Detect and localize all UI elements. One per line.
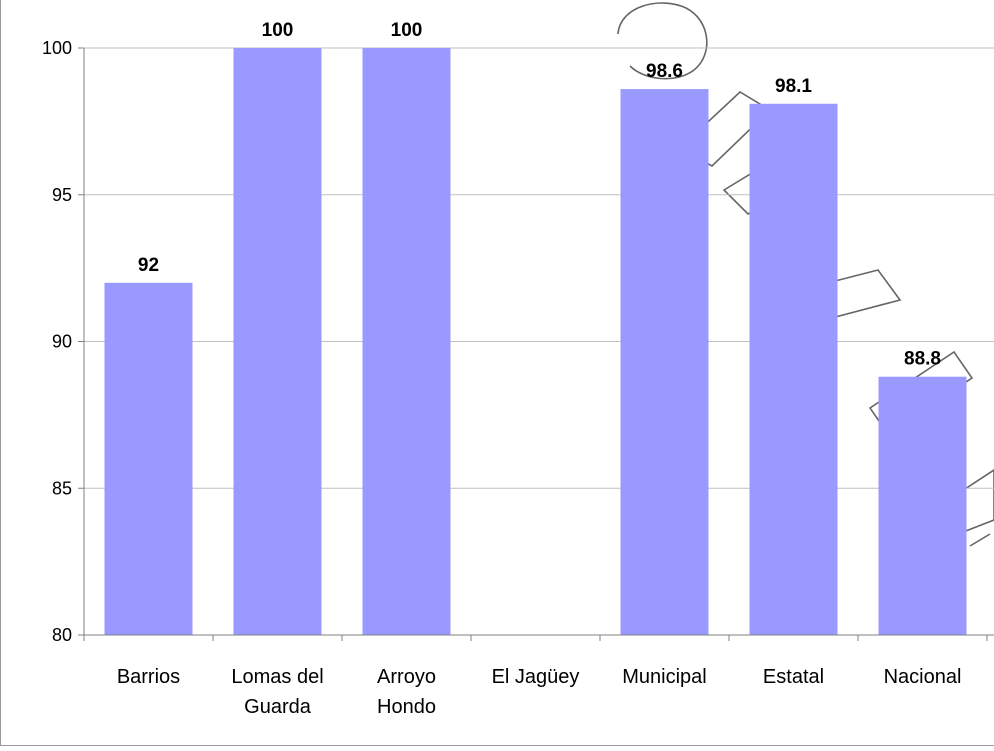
y-tick-label: 85 bbox=[52, 478, 72, 498]
x-tick-label: Municipal bbox=[622, 666, 706, 688]
data-label: 98.6 bbox=[646, 61, 683, 82]
value-labels: 92 100 100 98.6 98.1 88.8 bbox=[138, 20, 941, 370]
bar bbox=[749, 103, 838, 635]
x-tick-label: Nacional bbox=[884, 666, 962, 688]
data-label: 98.1 bbox=[775, 76, 812, 97]
x-tick-label: Lomas del bbox=[231, 666, 323, 688]
x-tick-labels: Barrios Lomas del Guarda Arroyo Hondo El Jagü… bbox=[117, 666, 962, 718]
bar bbox=[878, 376, 967, 635]
x-tick-label: Arroyo bbox=[377, 666, 436, 688]
bar bbox=[104, 282, 193, 635]
x-tick-label: Guarda bbox=[244, 696, 312, 718]
y-tick-label: 100 bbox=[42, 38, 72, 58]
data-label: 88.8 bbox=[904, 349, 941, 370]
axes bbox=[83, 48, 994, 641]
data-label: 100 bbox=[391, 20, 423, 41]
frame-left-border bbox=[0, 0, 1, 746]
x-tick-label: El Jagüey bbox=[492, 666, 580, 688]
data-label: 92 bbox=[138, 255, 159, 276]
x-tick-label: Hondo bbox=[377, 696, 436, 718]
y-tick-labels: 80 85 90 95 100 bbox=[42, 38, 72, 645]
y-tick-label: 90 bbox=[52, 332, 72, 352]
x-tick-label: Estatal bbox=[763, 666, 824, 688]
y-tick-label: 95 bbox=[52, 185, 72, 205]
y-tick-label: 80 bbox=[52, 625, 72, 645]
gridlines bbox=[78, 47, 994, 636]
bar bbox=[362, 48, 451, 635]
x-tick-label: Barrios bbox=[117, 666, 180, 688]
data-label: 100 bbox=[262, 20, 294, 41]
bar bbox=[233, 48, 322, 635]
bars bbox=[104, 48, 967, 636]
bar bbox=[620, 89, 709, 636]
